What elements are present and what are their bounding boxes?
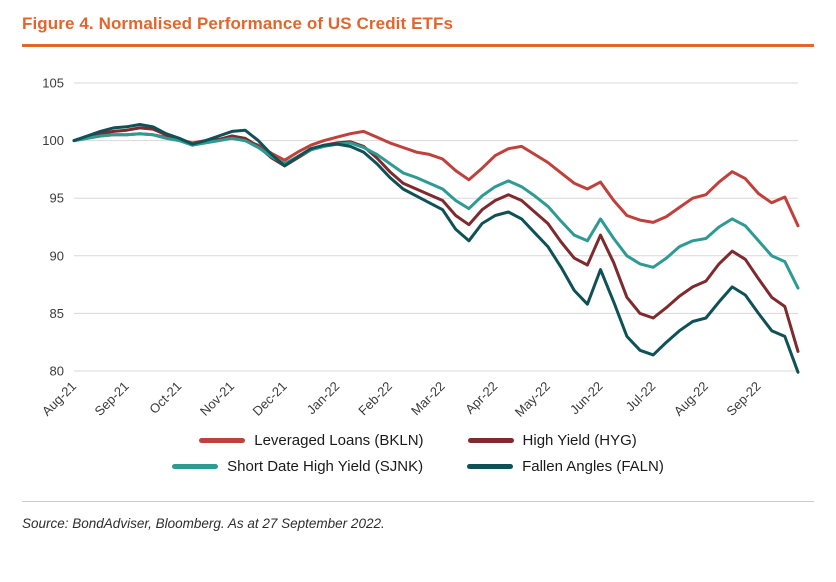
y-tick-label: 105 [42,76,64,91]
source-divider [22,501,814,502]
x-tick-label: Feb-22 [355,379,395,419]
x-tick-label: Sep-22 [723,379,763,419]
x-tick-label: Dec-21 [249,379,289,419]
legend-label-bkln: Leveraged Loans (BKLN) [254,432,424,449]
faln-line-swatch [467,464,514,469]
chart-legend: Leveraged Loans (BKLN) High Yield (HYG) … [22,432,814,475]
x-tick-label: Mar-22 [408,379,448,419]
x-tick-label: Nov-21 [197,379,237,419]
legend-item-hyg: High Yield (HYG) [467,432,637,449]
hyg-line-swatch [467,438,514,443]
series-line-fallen-angles-faln [72,123,800,374]
x-tick-label: Aug-21 [39,379,79,419]
series-line-leveraged-loans-bkln [72,129,800,228]
x-tick-label: Jun-22 [567,379,606,418]
legend-label-hyg: High Yield (HYG) [522,432,637,449]
y-tick-label: 85 [50,306,64,321]
legend-item-bkln: Leveraged Loans (BKLN) [199,432,424,449]
legend-label-sjnk: Short Date High Yield (SJNK) [227,458,424,475]
x-tick-label: Jul-22 [623,379,659,415]
legend-label-faln: Fallen Angles (FALN) [522,458,664,475]
x-tick-label: Oct-21 [146,379,184,417]
y-tick-label: 100 [42,133,64,148]
bkln-line-swatch [199,438,246,443]
source-text: Source: BondAdviser, Bloomberg. As at 27… [22,516,385,531]
legend-row-2: Short Date High Yield (SJNK) Fallen Angl… [172,458,664,475]
legend-item-faln: Fallen Angles (FALN) [467,458,664,475]
chart-area: 105 100 95 90 85 80 Aug-21 Sep-21 Oct-21 Nov-21 De… [22,69,814,430]
y-tick-label: 90 [50,248,64,263]
y-tick-label: 95 [50,191,64,206]
y-tick-label: 80 [50,364,64,379]
x-tick-label: May-22 [512,379,553,420]
x-tick-label: Apr-22 [462,379,500,417]
x-tick-label: Aug-22 [671,379,711,419]
sjnk-line-swatch [172,464,219,469]
x-tick-label: Jan-22 [304,379,343,418]
figure-title: Figure 4. Normalised Performance of US C… [22,14,454,33]
legend-item-sjnk: Short Date High Yield (SJNK) [172,458,423,475]
title-underline-rule [22,44,814,47]
legend-row-1: Leveraged Loans (BKLN) High Yield (HYG) [199,432,637,449]
x-tick-label: Sep-21 [92,379,132,419]
series-line-high-yield-hyg [72,126,800,353]
